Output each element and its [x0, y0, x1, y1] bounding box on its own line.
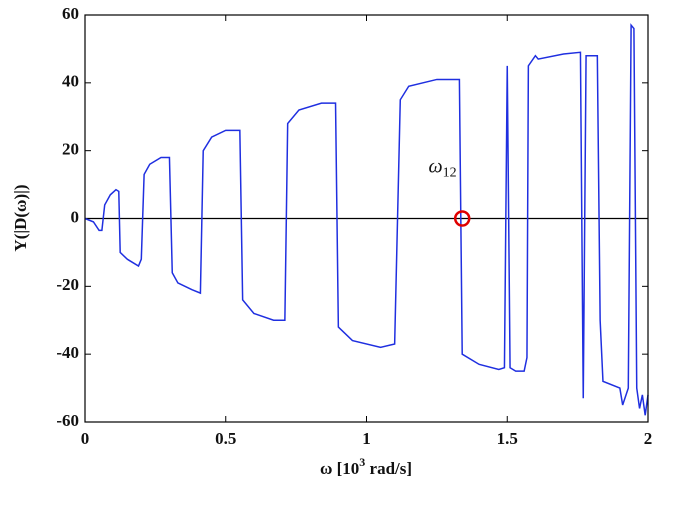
y-tick-label: 20 [62, 140, 79, 159]
x-tick-label: 0 [81, 429, 90, 448]
annotation-base: ω [428, 155, 442, 177]
x-axis-label: ω [103 rad/s] [320, 455, 412, 478]
plot-frame [84, 14, 649, 423]
x-tick-label: 1 [362, 429, 371, 448]
data-line [84, 23, 649, 416]
y-tick-label: -20 [56, 275, 79, 294]
y-axis-label: Y(|D(ω)|) [11, 184, 30, 251]
y-tick-label: 0 [71, 207, 80, 226]
x-tick-label: 2 [644, 429, 653, 448]
y-tick-label: 40 [62, 72, 79, 91]
x-tick-label: 0.5 [215, 429, 236, 448]
y-tick-label: -40 [56, 343, 79, 362]
y-tick-label: 60 [62, 4, 79, 23]
marker [453, 210, 471, 227]
annotation: ω12 [428, 155, 456, 181]
x-tick-label: 1.5 [497, 429, 518, 448]
annotation-sub: 12 [443, 166, 457, 181]
y-tick-label: -60 [56, 411, 79, 430]
